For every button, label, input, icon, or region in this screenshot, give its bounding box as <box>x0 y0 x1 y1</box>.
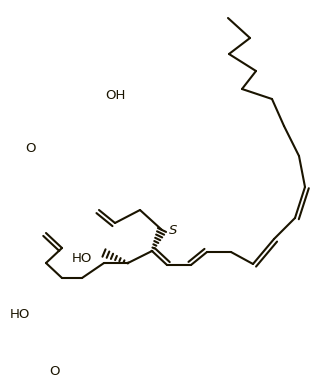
Text: O: O <box>50 365 60 378</box>
Text: O: O <box>25 142 36 154</box>
Text: HO: HO <box>10 309 30 321</box>
Text: OH: OH <box>105 89 125 102</box>
Text: S: S <box>169 223 178 236</box>
Text: HO: HO <box>72 252 92 265</box>
